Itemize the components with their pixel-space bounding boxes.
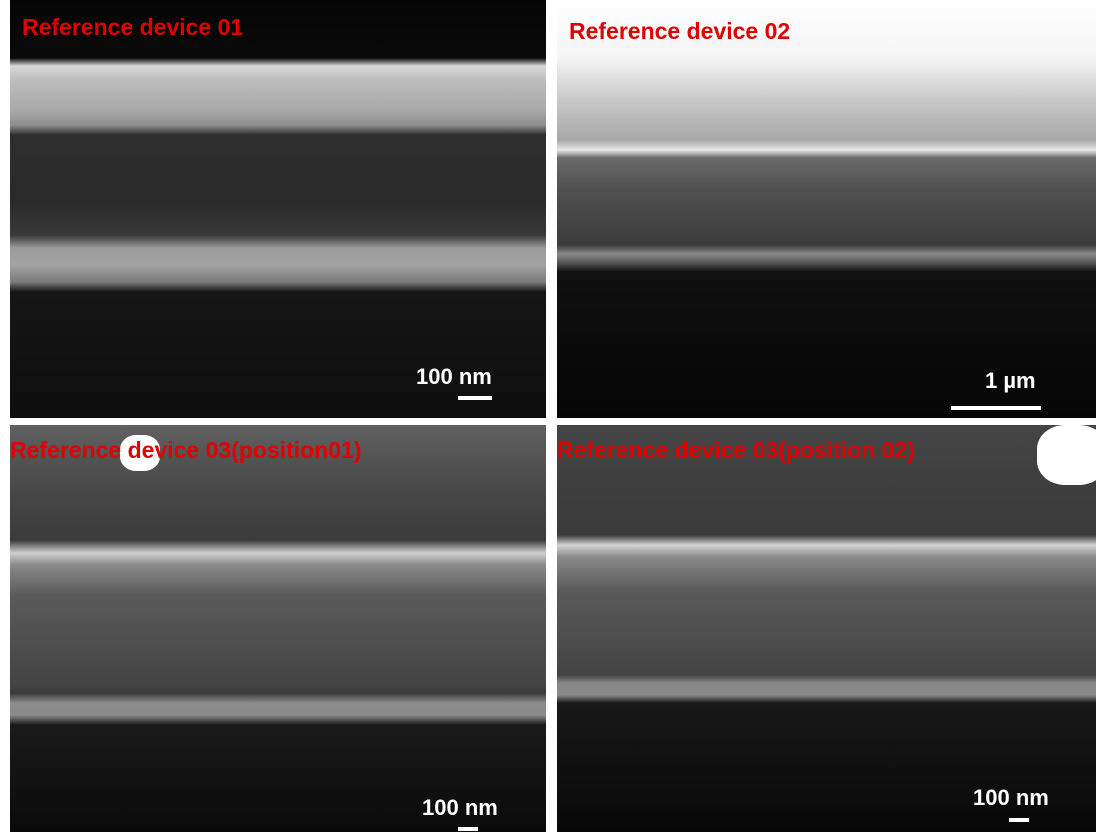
sem-image: Reference device 01 100 nm xyxy=(10,0,546,418)
scale-bar xyxy=(458,827,478,831)
scale-bar xyxy=(458,396,492,400)
panel-title: Reference device 02 xyxy=(569,18,790,45)
panel-title: Reference device 03(position 02) xyxy=(557,437,915,464)
panel-title: Reference device 01 xyxy=(22,14,243,41)
scale-bar-label: 100 nm xyxy=(416,364,492,390)
scale-bar-label: 1 µm xyxy=(985,368,1036,394)
scale-bar xyxy=(951,406,1041,410)
figure: Reference device 01 100 nm Reference dev… xyxy=(0,0,1096,832)
scale-bar-label: 100 nm xyxy=(973,785,1049,811)
sem-image: Reference device 02 1 µm xyxy=(557,0,1096,418)
sem-image: Reference device 03(position 02) 100 nm xyxy=(557,425,1096,832)
sem-image: Reference device 03(position01) 100 nm xyxy=(10,425,546,832)
bright-patch xyxy=(1037,425,1096,485)
scale-bar-label: 100 nm xyxy=(422,795,498,821)
panel-title: Reference device 03(position01) xyxy=(10,437,362,464)
scale-bar xyxy=(1009,818,1029,822)
